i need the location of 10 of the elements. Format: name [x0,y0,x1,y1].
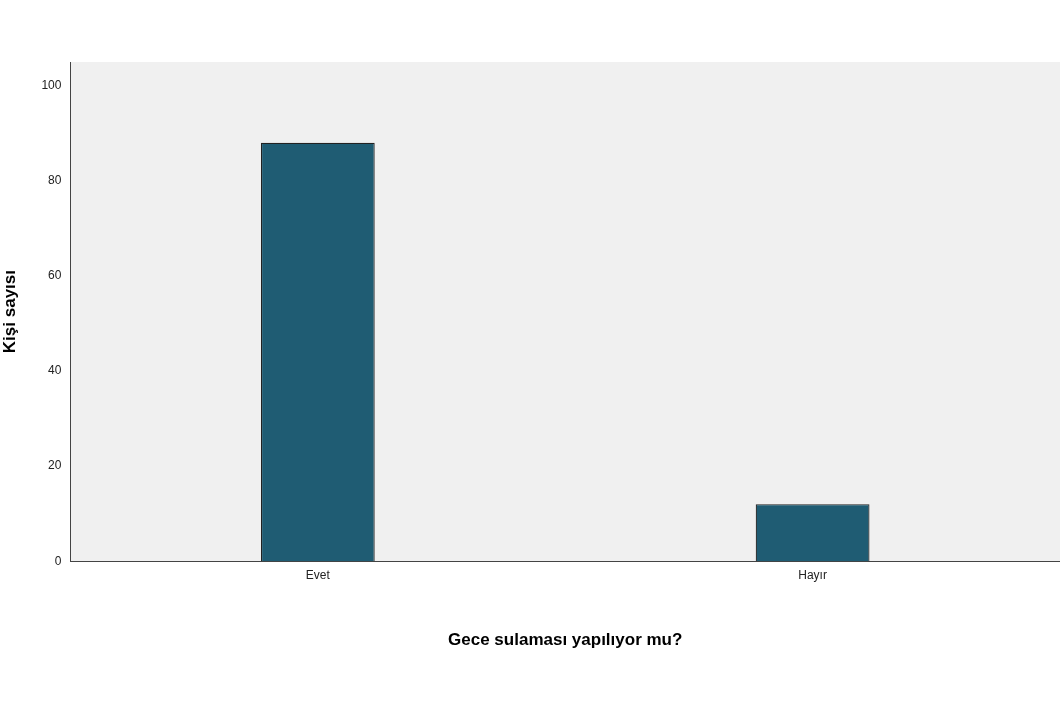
y-tick-label: 0 [54,553,62,568]
x-tick-label: Evet [305,567,331,582]
x-axis-title: Gece sulaması yapılıyor mu? [448,630,683,650]
y-tick-label: 60 [48,268,62,283]
y-tick-label: 40 [48,363,62,378]
y-tick-label: 100 [41,78,62,93]
x-tick-label: Hayır [798,567,827,582]
y-tick-label: 20 [48,458,62,473]
y-tick-label: 80 [48,173,62,188]
y-axis-title: Kişi sayısı [0,270,19,354]
